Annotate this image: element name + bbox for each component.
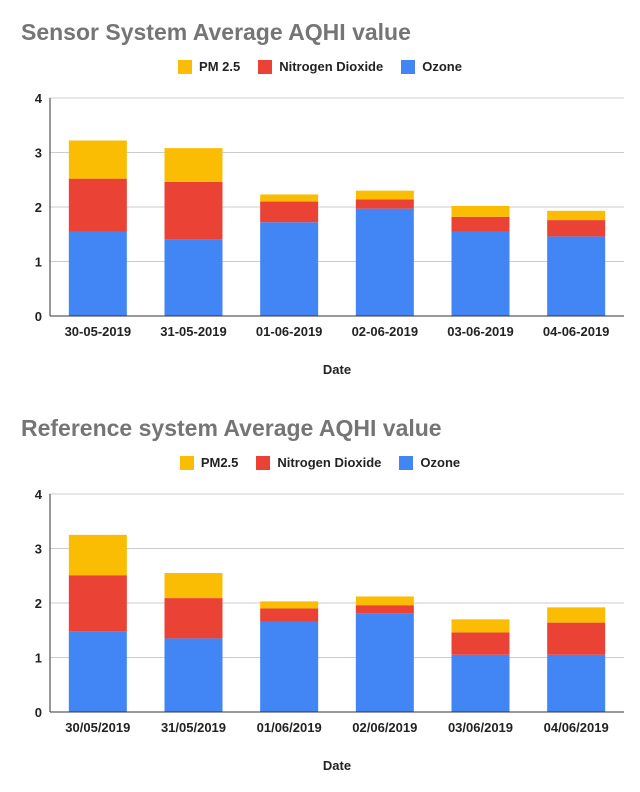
y-tick-label: 3 (35, 146, 42, 161)
x-axis-title: Date (323, 362, 351, 377)
chart-title: Sensor System Average AQHI value (21, 19, 411, 45)
x-tick-label: 30-05-2019 (65, 324, 132, 339)
bar-segment (164, 148, 223, 182)
legend-swatch (401, 59, 416, 74)
x-tick-label: 30/05/2019 (65, 720, 130, 735)
bar-segment (355, 190, 414, 200)
bar-segment (547, 622, 606, 655)
x-tick-label: 31/05/2019 (161, 720, 226, 735)
bar-segment (164, 181, 223, 240)
y-tick-label: 1 (35, 255, 42, 270)
bar-segment (260, 194, 319, 202)
bar-segment (451, 632, 510, 655)
bar-segment (451, 205, 510, 217)
bar-segment (355, 605, 414, 614)
bar-segment (355, 199, 414, 209)
legend-item: Nitrogen Dioxide (258, 59, 383, 74)
y-tick-label: 2 (35, 200, 42, 215)
bar-segment (164, 598, 223, 639)
legend-label: PM2.5 (200, 455, 239, 470)
x-tick-label: 01-06-2019 (256, 324, 323, 339)
bar-segment (547, 607, 606, 623)
legend-label: Nitrogen Dioxide (279, 59, 384, 74)
reference-plot: 0 1 2 3 4 30/05/2019 31/05/2019 01/06/2019 02/06… (35, 487, 624, 773)
bar-segment (68, 575, 127, 632)
bar-segment (451, 654, 510, 712)
y-tick-label: 1 (35, 651, 42, 666)
bar-segment (260, 601, 319, 609)
x-tick-label: 04/06/2019 (544, 720, 609, 735)
bar-segment (68, 231, 127, 316)
bar-segment (547, 236, 606, 316)
x-tick-label: 02-06-2019 (352, 324, 419, 339)
x-tick-label: 31-05-2019 (160, 324, 227, 339)
legend-item: Ozone (399, 455, 460, 470)
bar-segment (451, 619, 510, 633)
x-tick-label: 03/06/2019 (448, 720, 513, 735)
bar-segment (355, 208, 414, 316)
bar-segment (355, 613, 414, 712)
legend-item: Ozone (401, 59, 462, 74)
bar-segment (164, 638, 223, 712)
sensor-chart-panel: Sensor System Average AQHI value PM 2.5 N… (0, 19, 640, 377)
y-tick-label: 4 (35, 91, 43, 106)
bar-segment (260, 222, 319, 316)
bar-segment (260, 621, 319, 712)
y-tick-label: 4 (35, 487, 43, 502)
bar-segment (68, 140, 127, 179)
chart-title: Reference system Average AQHI value (21, 415, 442, 441)
legend-label: Nitrogen Dioxide (277, 455, 382, 470)
legend-item: PM2.5 (179, 455, 239, 470)
chart-legend: PM2.5 Nitrogen Dioxide Ozone (0, 455, 640, 470)
bar-segment (547, 210, 606, 221)
chart-legend: PM 2.5 Nitrogen Dioxide Ozone (0, 59, 640, 74)
bar-segment (355, 596, 414, 606)
y-tick-label: 2 (35, 596, 42, 611)
legend-label: Ozone (422, 59, 462, 74)
bar-segment (547, 654, 606, 712)
legend-label: PM 2.5 (199, 59, 241, 74)
legend-swatch (399, 455, 414, 470)
legend-swatch (258, 59, 273, 74)
y-tick-label: 3 (35, 542, 42, 557)
legend-swatch (179, 455, 194, 470)
legend-item: Nitrogen Dioxide (256, 455, 381, 470)
bar-segment (68, 534, 127, 576)
x-tick-label: 01/06/2019 (257, 720, 322, 735)
bar-segment (547, 220, 606, 237)
reference-chart-panel: Reference system Average AQHI value PM2.… (0, 396, 640, 792)
bar-segment (164, 573, 223, 599)
bar-segment (68, 631, 127, 712)
bar-segment (164, 239, 223, 316)
x-tick-label: 04-06-2019 (543, 324, 610, 339)
x-tick-label: 02/06/2019 (352, 720, 417, 735)
bar-segment (451, 216, 510, 232)
legend-swatch (256, 455, 271, 470)
legend-swatch (178, 59, 193, 74)
x-tick-label: 03-06-2019 (447, 324, 514, 339)
sensor-plot: 0 1 2 3 4 30-05-2019 31-05-2019 01-06-2019 02-06… (35, 91, 624, 377)
bar-segment (68, 178, 127, 232)
legend-item: PM 2.5 (178, 59, 240, 74)
x-axis-title: Date (323, 758, 351, 773)
bar-segment (260, 201, 319, 223)
bar-segment (260, 608, 319, 622)
y-tick-label: 0 (35, 309, 42, 324)
legend-label: Ozone (420, 455, 461, 470)
bar-segment (451, 231, 510, 316)
y-tick-label: 0 (35, 705, 42, 720)
